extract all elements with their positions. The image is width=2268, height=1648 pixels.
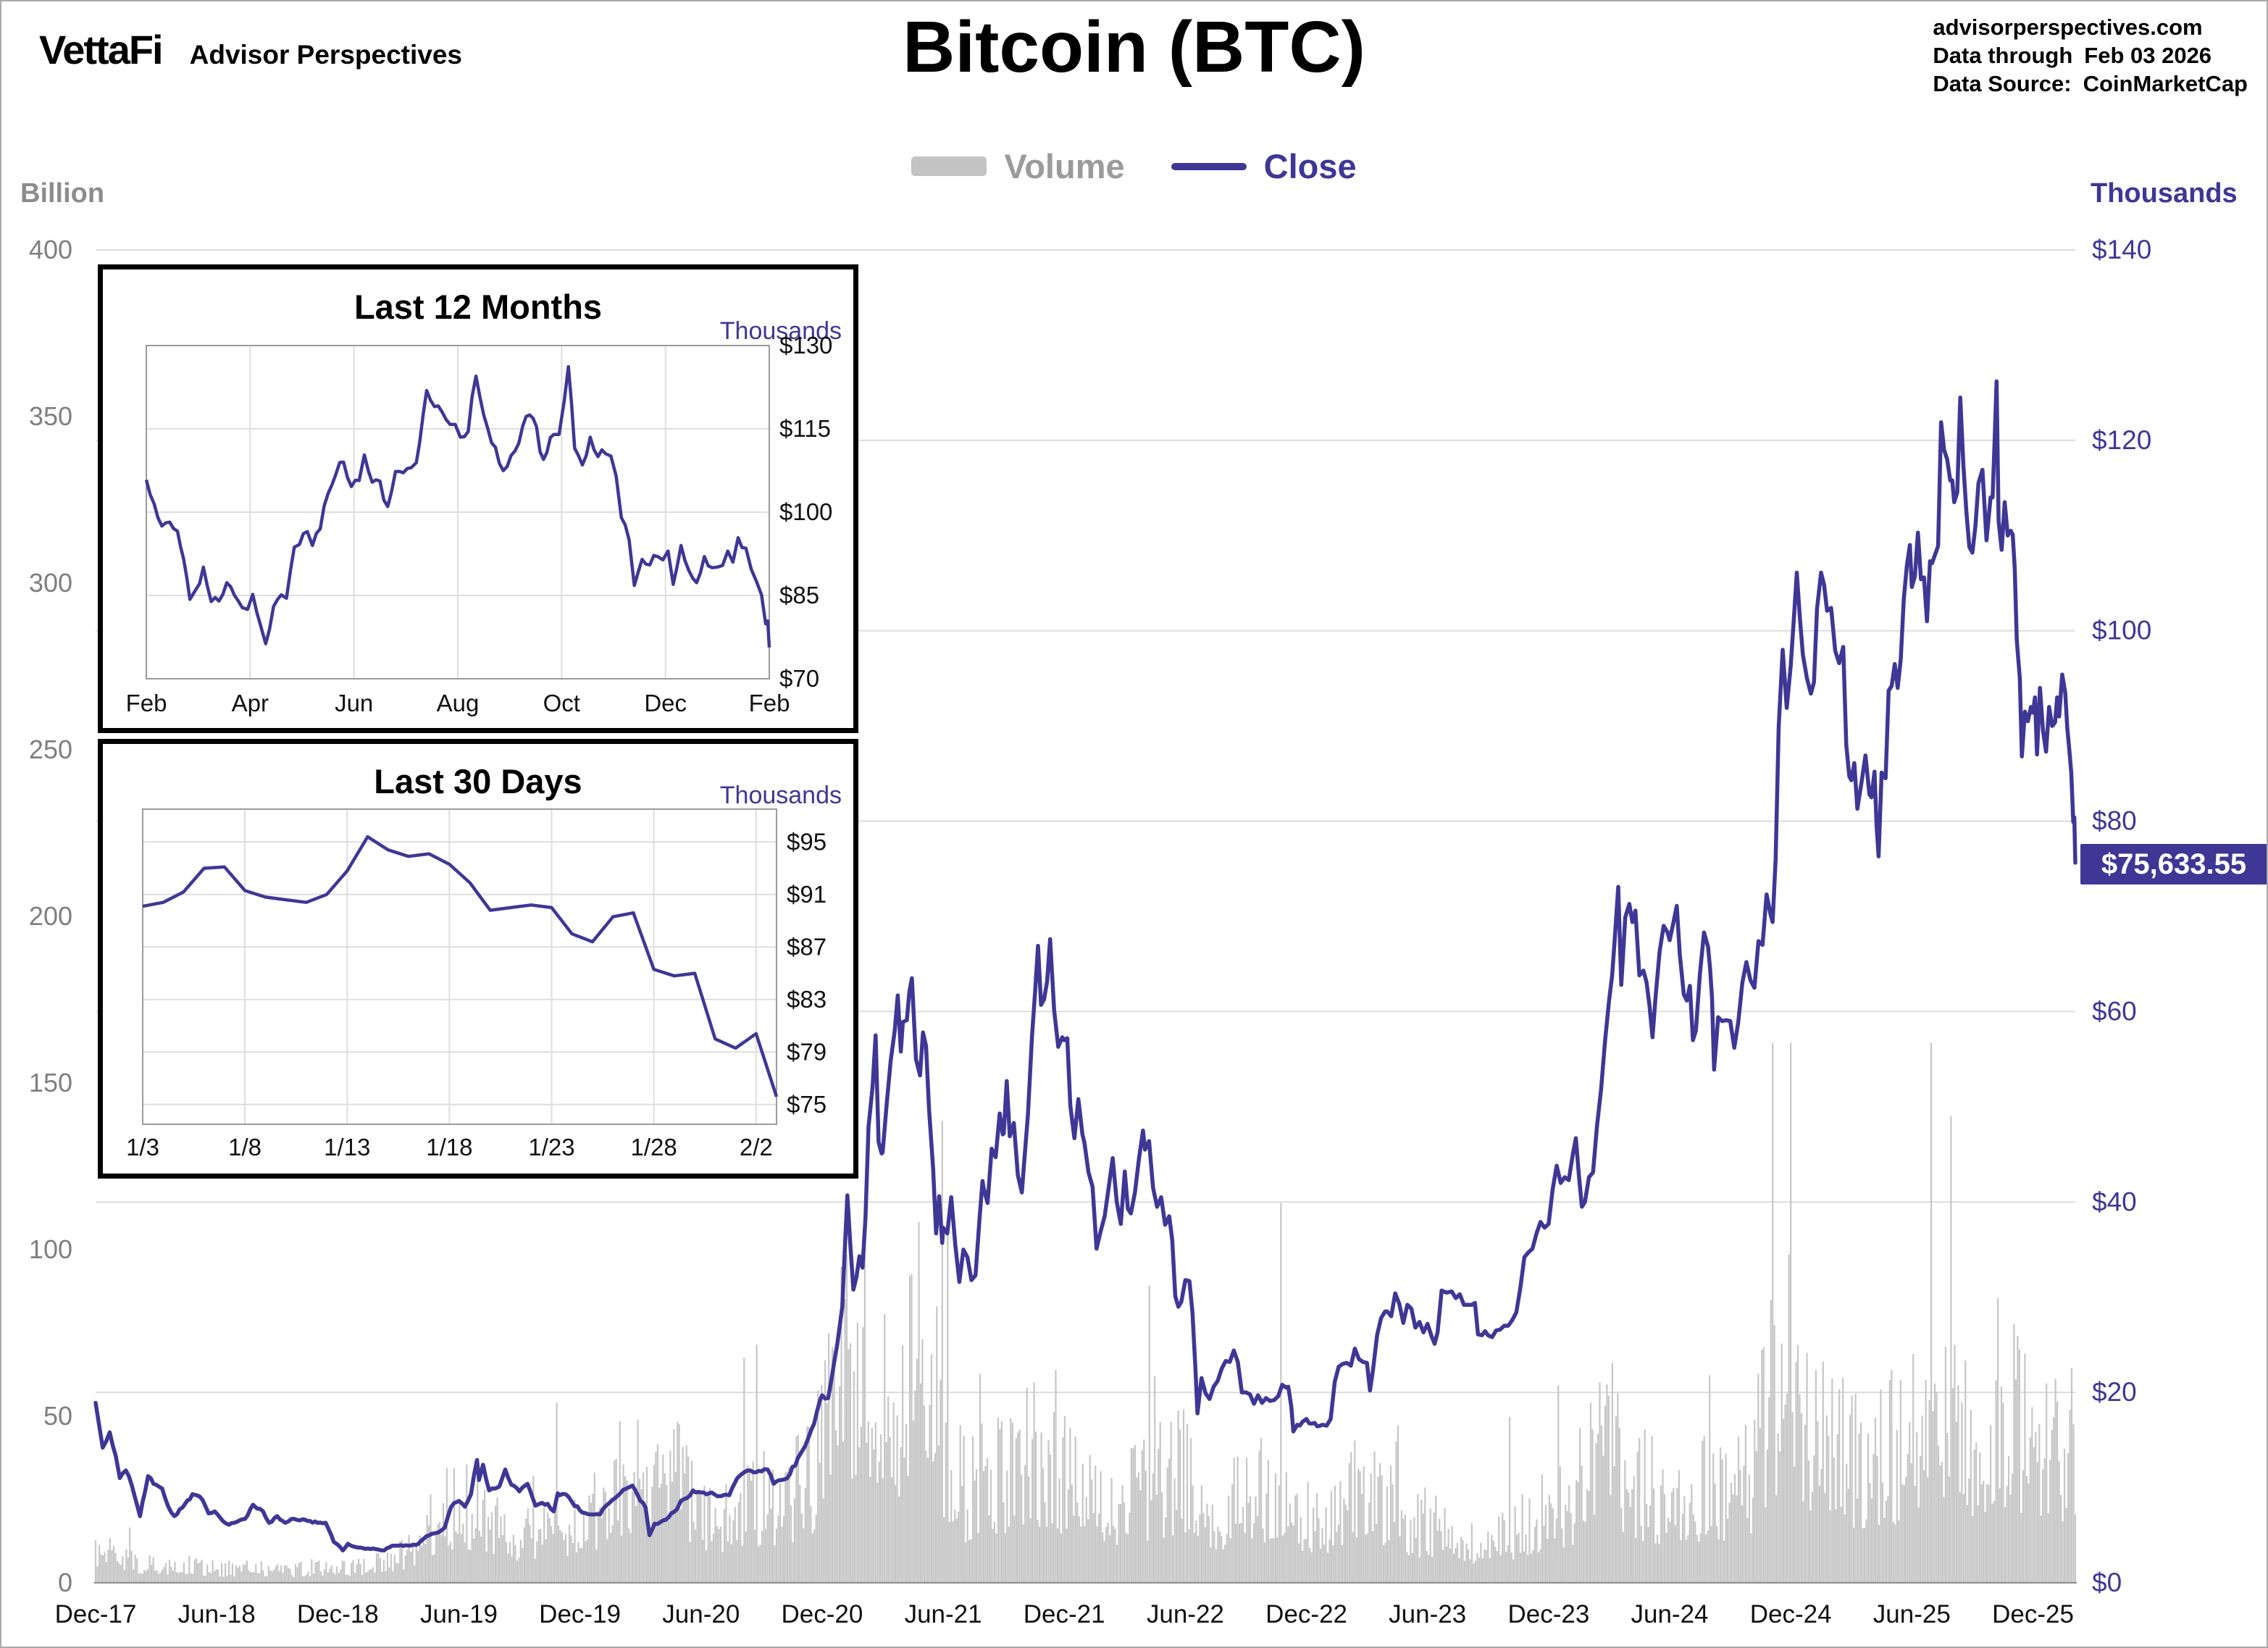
svg-text:1/28: 1/28 [630, 1134, 677, 1160]
svg-text:2/2: 2/2 [740, 1134, 773, 1160]
legend-volume-label: Volume [1004, 147, 1125, 185]
source-row-value: Feb 03 2026 [2084, 43, 2212, 68]
svg-text:Jun-23: Jun-23 [1389, 1600, 1466, 1628]
svg-text:0: 0 [58, 1568, 72, 1597]
svg-text:Dec-20: Dec-20 [781, 1600, 863, 1628]
svg-text:$87: $87 [787, 933, 827, 960]
svg-text:Dec-17: Dec-17 [55, 1600, 137, 1628]
svg-text:$95: $95 [787, 828, 827, 855]
svg-text:Apr: Apr [232, 690, 269, 716]
source-row-label: Data Source: [1933, 71, 2072, 96]
svg-text:Feb: Feb [749, 690, 790, 716]
svg-text:Aug: Aug [437, 690, 480, 716]
svg-text:$100: $100 [2092, 616, 2151, 645]
svg-text:50: 50 [43, 1401, 72, 1431]
svg-text:Dec-22: Dec-22 [1265, 1600, 1347, 1628]
svg-text:1/13: 1/13 [324, 1134, 370, 1160]
svg-text:250: 250 [29, 735, 72, 764]
svg-text:$83: $83 [787, 986, 827, 1013]
svg-text:$75: $75 [787, 1091, 827, 1118]
last-price-callout: $75,633.55 [2080, 844, 2267, 884]
svg-text:$91: $91 [787, 881, 827, 908]
svg-text:Jun-21: Jun-21 [905, 1600, 982, 1628]
close-swatch-icon [1171, 162, 1247, 170]
svg-text:Dec-18: Dec-18 [297, 1600, 379, 1628]
inset-12mo-axis-title: Thousands [719, 317, 842, 345]
svg-text:100: 100 [29, 1234, 72, 1264]
svg-text:Dec-23: Dec-23 [1507, 1600, 1589, 1628]
svg-text:$85: $85 [779, 582, 819, 608]
inset-30d-svg: $95 $91 $87 $83 $79 $75 1/3 1/8 1/13 1/18 1/23 1/28… [126, 808, 827, 1160]
brand-subtitle: Advisor Perspectives [189, 40, 462, 70]
svg-text:150: 150 [29, 1068, 72, 1097]
svg-text:Dec-25: Dec-25 [1992, 1600, 2074, 1628]
source-row-value: CoinMarketCap [2083, 71, 2248, 96]
svg-text:1/23: 1/23 [528, 1134, 574, 1160]
page-title: Bitcoin (BTC) [903, 7, 1365, 88]
right-axis-title: Thousands [2091, 178, 2238, 209]
svg-text:Dec-19: Dec-19 [539, 1600, 621, 1628]
svg-text:Jun: Jun [335, 690, 373, 716]
svg-text:$140: $140 [2092, 235, 2151, 264]
source-row: Data Source: CoinMarketCap [1933, 70, 2248, 98]
left-axis-title: Billion [20, 178, 105, 209]
inset-last-30-days: Last 30 Days Thousands $95 $91 $87 $83 $79 $7… [98, 739, 858, 1179]
svg-text:$80: $80 [2092, 806, 2137, 836]
inset-12mo-title: Last 12 Months [353, 288, 603, 326]
source-row-label: Data through [1933, 43, 2073, 68]
svg-text:$120: $120 [2092, 425, 2151, 455]
svg-text:$20: $20 [2092, 1377, 2137, 1407]
chart-legend: Volume Close [1, 146, 2267, 186]
source-block: advisorperspectives.com Data through Feb… [1933, 13, 2248, 98]
svg-text:Jun-19: Jun-19 [420, 1600, 498, 1628]
svg-text:Dec-24: Dec-24 [1750, 1600, 1832, 1628]
svg-text:Dec: Dec [644, 690, 687, 716]
svg-text:Jun-25: Jun-25 [1873, 1600, 1951, 1628]
brand: VettaFi Advisor Perspectives [39, 26, 462, 73]
inset-30d-title: Last 30 Days [374, 762, 582, 800]
svg-text:$79: $79 [787, 1038, 827, 1065]
svg-text:Jun-22: Jun-22 [1147, 1600, 1224, 1628]
legend-close-label: Close [1263, 147, 1357, 185]
svg-text:Dec-21: Dec-21 [1024, 1600, 1105, 1628]
svg-text:$0: $0 [2092, 1568, 2122, 1597]
svg-text:Feb: Feb [126, 690, 167, 716]
svg-text:$60: $60 [2092, 996, 2137, 1026]
inset-last-12-months: Last 12 Months Thousands $130 $115 $100 $85… [98, 264, 858, 733]
svg-text:$100: $100 [779, 498, 832, 525]
svg-text:400: 400 [29, 235, 72, 264]
svg-text:350: 350 [29, 401, 72, 431]
svg-text:Jun-20: Jun-20 [662, 1600, 740, 1628]
svg-text:Jun-18: Jun-18 [178, 1600, 256, 1628]
svg-text:$115: $115 [779, 415, 831, 442]
svg-text:300: 300 [29, 568, 72, 598]
source-site: advisorperspectives.com [1933, 14, 2203, 40]
svg-text:$70: $70 [779, 665, 819, 692]
svg-text:Jun-24: Jun-24 [1631, 1600, 1708, 1628]
svg-text:200: 200 [29, 901, 72, 931]
svg-text:$40: $40 [2092, 1187, 2137, 1216]
vettafi-logo: VettaFi [39, 27, 164, 72]
svg-text:1/3: 1/3 [126, 1134, 159, 1160]
svg-text:$130: $130 [779, 332, 832, 359]
svg-text:1/18: 1/18 [426, 1134, 472, 1160]
source-row: Data through Feb 03 2026 [1933, 41, 2248, 70]
inset-30d-axis-title: Thousands [719, 782, 842, 809]
volume-swatch-icon [911, 156, 987, 176]
svg-text:Oct: Oct [543, 690, 580, 716]
svg-text:1/8: 1/8 [228, 1134, 261, 1160]
